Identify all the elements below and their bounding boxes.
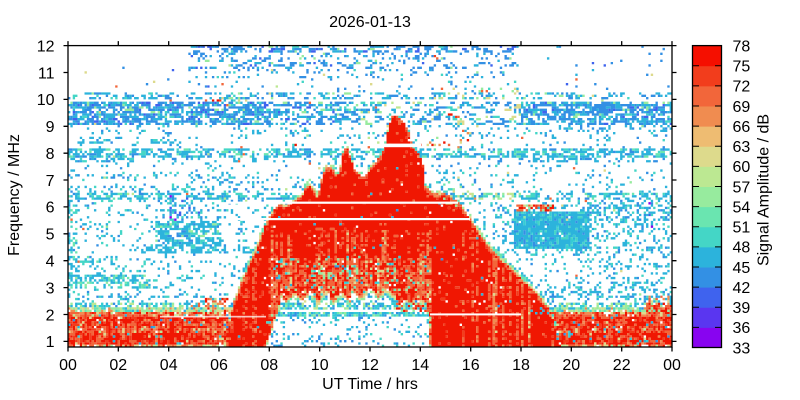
- svg-text:11: 11: [38, 65, 55, 82]
- svg-text:10: 10: [311, 357, 329, 374]
- svg-text:20: 20: [562, 357, 580, 374]
- svg-text:8: 8: [46, 146, 55, 163]
- svg-text:Frequency / MHz: Frequency / MHz: [6, 134, 23, 256]
- svg-text:36: 36: [733, 320, 751, 337]
- svg-text:33: 33: [733, 340, 751, 357]
- svg-text:00: 00: [663, 357, 681, 374]
- svg-text:1: 1: [46, 334, 55, 351]
- svg-text:63: 63: [733, 139, 751, 156]
- svg-text:54: 54: [733, 199, 751, 216]
- svg-text:6: 6: [46, 200, 55, 217]
- svg-text:06: 06: [210, 357, 228, 374]
- svg-text:69: 69: [733, 99, 751, 116]
- svg-text:78: 78: [733, 38, 751, 55]
- svg-text:72: 72: [733, 79, 751, 96]
- svg-text:00: 00: [59, 357, 77, 374]
- svg-text:51: 51: [733, 220, 751, 237]
- svg-text:2: 2: [46, 307, 55, 324]
- svg-text:48: 48: [733, 240, 751, 257]
- svg-text:66: 66: [733, 119, 751, 136]
- svg-text:60: 60: [733, 159, 751, 176]
- svg-text:75: 75: [733, 59, 751, 76]
- svg-text:4: 4: [46, 254, 55, 271]
- svg-text:7: 7: [46, 173, 55, 190]
- svg-text:02: 02: [109, 357, 127, 374]
- svg-text:04: 04: [160, 357, 178, 374]
- svg-text:08: 08: [260, 357, 278, 374]
- svg-text:10: 10: [37, 92, 55, 109]
- svg-text:5: 5: [46, 227, 55, 244]
- svg-text:12: 12: [361, 357, 379, 374]
- svg-text:UT Time / hrs: UT Time / hrs: [322, 376, 418, 393]
- svg-text:45: 45: [733, 260, 751, 277]
- svg-text:39: 39: [733, 300, 751, 317]
- svg-text:22: 22: [613, 357, 631, 374]
- svg-text:16: 16: [462, 357, 480, 374]
- svg-text:42: 42: [733, 280, 751, 297]
- svg-text:Signal Amplitude / dB: Signal Amplitude / dB: [756, 114, 773, 266]
- svg-text:12: 12: [37, 38, 55, 55]
- svg-text:9: 9: [46, 119, 55, 136]
- svg-text:14: 14: [411, 357, 429, 374]
- svg-text:18: 18: [512, 357, 530, 374]
- svg-text:2026-01-13: 2026-01-13: [329, 14, 411, 31]
- svg-text:57: 57: [733, 179, 751, 196]
- svg-text:3: 3: [46, 280, 55, 297]
